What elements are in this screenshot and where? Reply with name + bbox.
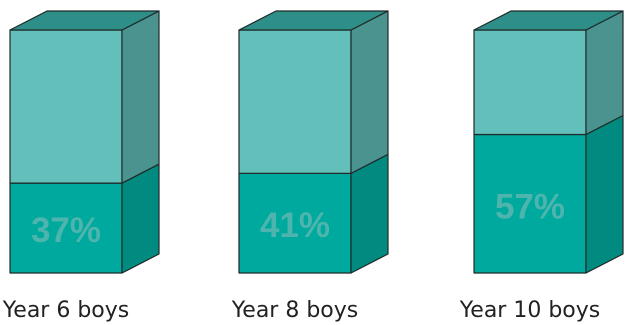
bar-1-remainder-side [121, 10, 160, 184]
bar-2-remainder-front [238, 29, 352, 174]
category-label-year-8: Year 8 boys [231, 298, 358, 323]
bar-2-remainder-side [350, 10, 389, 174]
bar-1-data-label: 37% [31, 211, 101, 250]
bars-group: 37% 41% 57% [9, 10, 624, 274]
bar-3-top [473, 10, 624, 31]
bar-2-data-label: 41% [260, 206, 330, 245]
bar-2-value-side [350, 153, 389, 274]
bar-2-top [238, 10, 389, 31]
category-labels: Year 6 boys Year 8 boys Year 10 boys [2, 298, 600, 323]
category-label-year-6: Year 6 boys [2, 298, 129, 323]
bar-1-remainder-front [9, 29, 123, 184]
bar-1-top [9, 10, 160, 31]
bar-3-remainder-front [473, 29, 587, 136]
category-label-year-10: Year 10 boys [459, 298, 600, 323]
bar-3-remainder-side [585, 10, 624, 136]
bar-3-data-label: 57% [495, 188, 565, 227]
bar-3-value-side [585, 114, 624, 274]
